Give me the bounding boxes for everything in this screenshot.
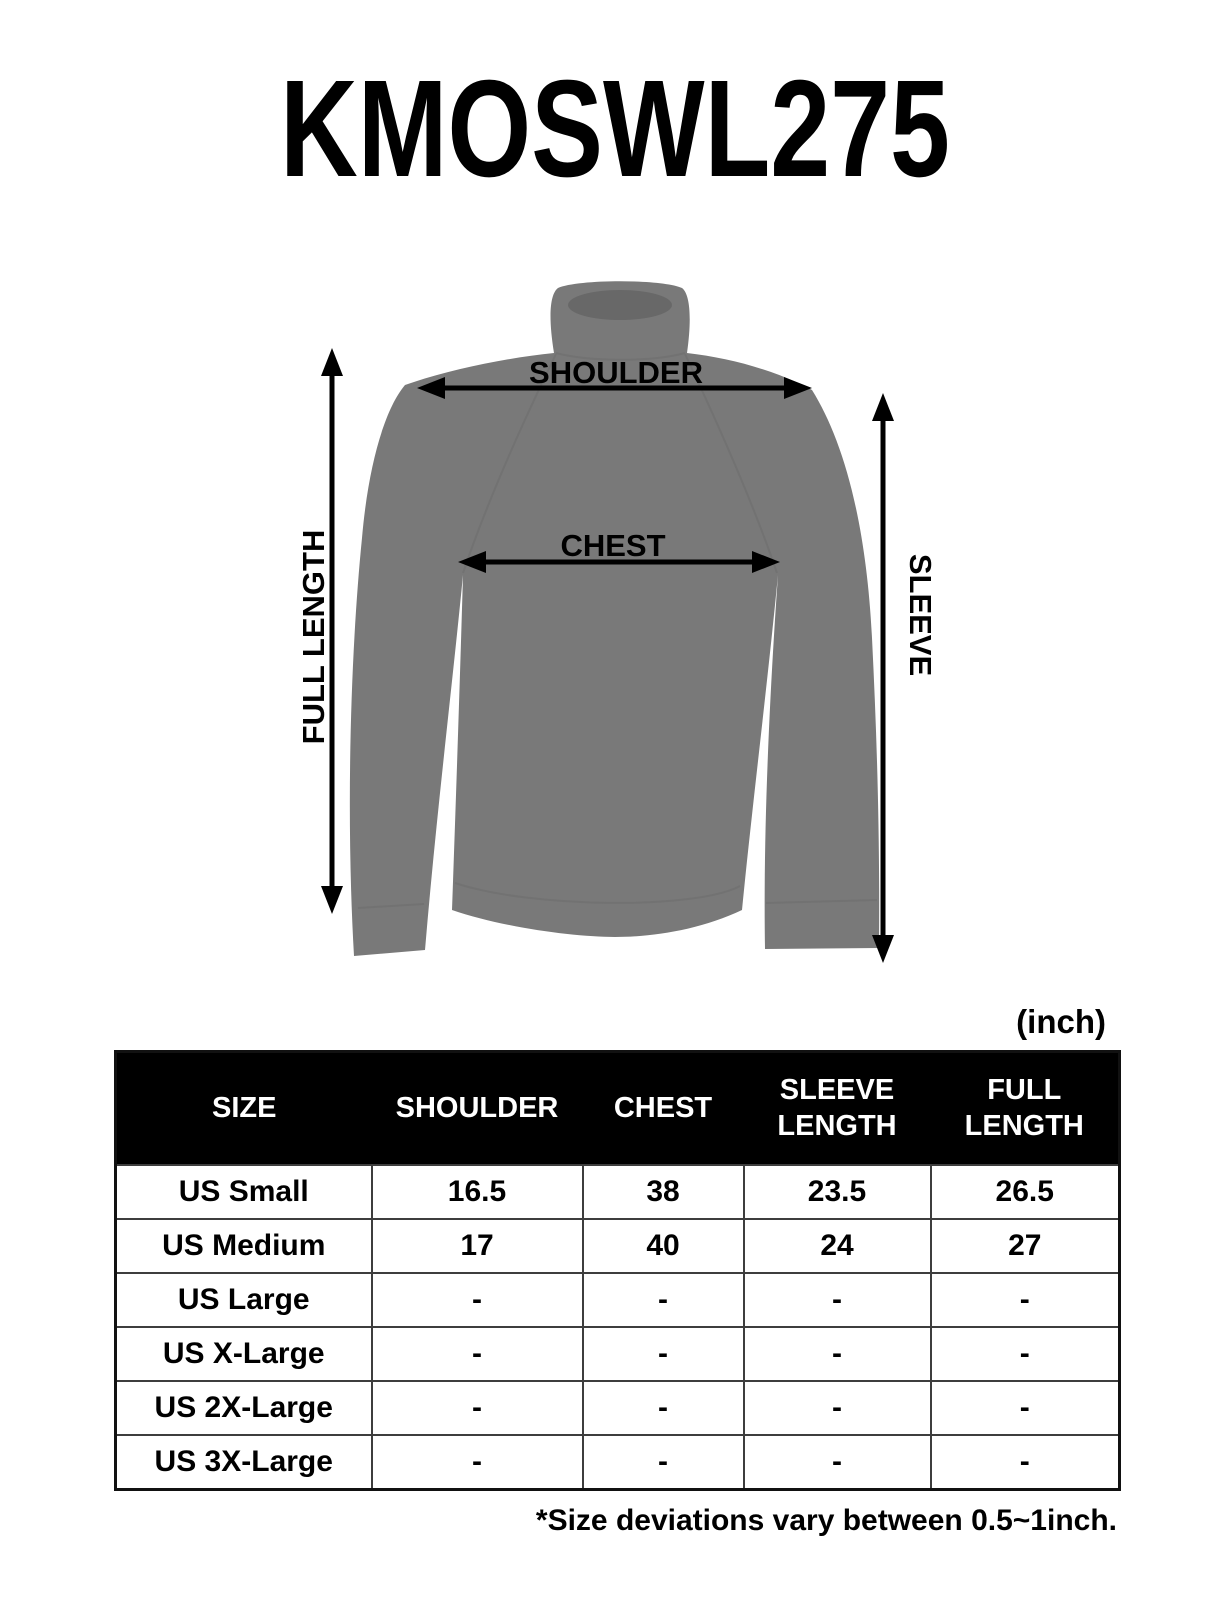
shoulder-value-cell: 16.5 bbox=[370, 1164, 584, 1220]
size-cell: US X-Large bbox=[114, 1326, 373, 1382]
table-row-us-2x-large: US 2X-Large - - - - bbox=[114, 1380, 1121, 1436]
shoulder-measure-label: SHOULDER bbox=[529, 355, 703, 390]
sleeve-length-value-cell: - bbox=[742, 1326, 932, 1382]
shoulder-value-cell: - bbox=[370, 1272, 584, 1328]
shoulder-measure-arrow bbox=[417, 377, 812, 399]
page-title: KMOSWL275 bbox=[280, 52, 950, 206]
table-row-us-large: US Large - - - - bbox=[114, 1272, 1121, 1328]
sleeve-length-value-cell: - bbox=[742, 1434, 932, 1491]
column-header-full-length: FULL LENGTH bbox=[930, 1051, 1120, 1165]
size-cell: US Large bbox=[114, 1272, 373, 1328]
sweater-seam-lines bbox=[357, 352, 878, 909]
sleeve-length-value-cell: 23.5 bbox=[742, 1164, 932, 1220]
shoulder-value-cell: - bbox=[370, 1434, 584, 1491]
full-length-measure-label: FULL LENGTH bbox=[296, 530, 331, 745]
table-row-us-3x-large: US 3X-Large - - - - bbox=[114, 1434, 1121, 1491]
full-length-value-cell: - bbox=[929, 1326, 1121, 1382]
size-cell: US 2X-Large bbox=[114, 1380, 373, 1436]
shoulder-value-cell: - bbox=[370, 1380, 584, 1436]
sleeve-measure-label: SLEEVE bbox=[903, 554, 938, 676]
table-row-us-medium: US Medium 17 40 24 27 bbox=[114, 1218, 1121, 1274]
full-length-value-cell: - bbox=[929, 1434, 1121, 1491]
column-header-shoulder: SHOULDER bbox=[371, 1051, 583, 1165]
sleeve-length-value-cell: 24 bbox=[742, 1218, 932, 1274]
full-length-measure-arrow bbox=[321, 348, 343, 914]
full-length-value-cell: 26.5 bbox=[929, 1164, 1121, 1220]
size-table-header-row: SIZE SHOULDER CHEST SLEEVE LENGTH FULL L… bbox=[115, 1051, 1120, 1165]
table-row-us-x-large: US X-Large - - - - bbox=[114, 1326, 1121, 1382]
chest-value-cell: 40 bbox=[581, 1218, 745, 1274]
collar-opening bbox=[568, 290, 672, 320]
chest-value-cell: 38 bbox=[581, 1164, 745, 1220]
chest-value-cell: - bbox=[581, 1380, 745, 1436]
column-header-chest: CHEST bbox=[582, 1051, 744, 1165]
sleeve-length-value-cell: - bbox=[742, 1380, 932, 1436]
shoulder-value-cell: 17 bbox=[370, 1218, 584, 1274]
shoulder-value-cell: - bbox=[370, 1326, 584, 1382]
sleeve-measure-arrow bbox=[872, 393, 894, 963]
full-length-value-cell: 27 bbox=[929, 1218, 1121, 1274]
size-table: SIZE SHOULDER CHEST SLEEVE LENGTH FULL L… bbox=[114, 1050, 1121, 1491]
full-length-value-cell: - bbox=[929, 1380, 1121, 1436]
size-cell: US Small bbox=[114, 1164, 373, 1220]
chest-value-cell: - bbox=[581, 1434, 745, 1491]
full-length-value-cell: - bbox=[929, 1272, 1121, 1328]
units-label: (inch) bbox=[1016, 1003, 1106, 1040]
chest-measure-label: CHEST bbox=[560, 528, 665, 563]
size-cell: US 3X-Large bbox=[114, 1434, 373, 1491]
chest-measure-arrow bbox=[458, 551, 780, 573]
size-cell: US Medium bbox=[114, 1218, 373, 1274]
sweater-silhouette bbox=[349, 281, 880, 956]
size-deviation-note: *Size deviations vary between 0.5~1inch. bbox=[535, 1504, 1117, 1537]
sweater-measurement-diagram: SHOULDER CHEST FULL LENGTH SLEEVE bbox=[296, 281, 938, 963]
table-row-us-small: US Small 16.5 38 23.5 26.5 bbox=[114, 1164, 1121, 1220]
chest-value-cell: - bbox=[581, 1272, 745, 1328]
sleeve-length-value-cell: - bbox=[742, 1272, 932, 1328]
column-header-sleeve-length: SLEEVE LENGTH bbox=[743, 1051, 931, 1165]
chest-value-cell: - bbox=[581, 1326, 745, 1382]
column-header-size: SIZE bbox=[115, 1051, 372, 1165]
